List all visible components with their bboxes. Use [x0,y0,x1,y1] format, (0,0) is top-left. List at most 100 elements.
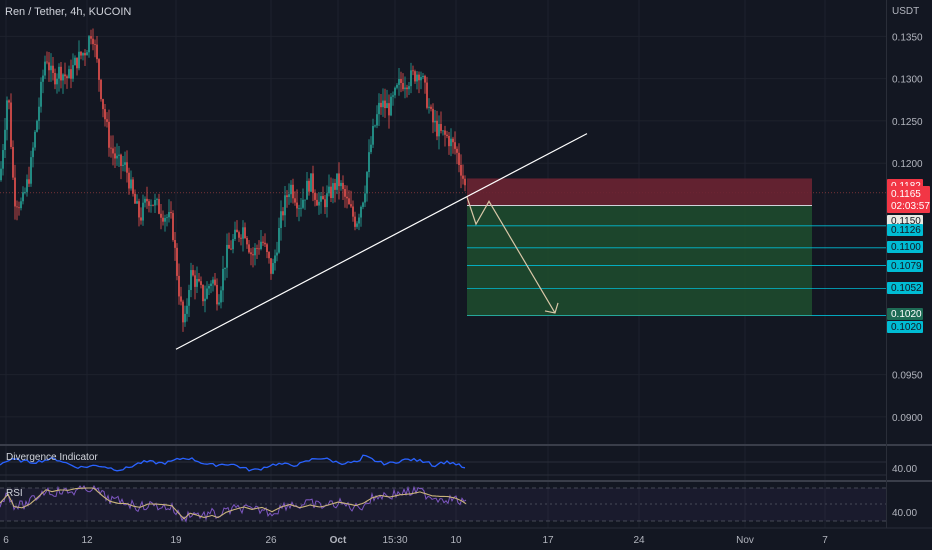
candle [344,189,346,197]
price-label-badge[interactable] [887,308,923,320]
candle [128,172,130,189]
time-tick-label: 15:30 [382,535,407,546]
candle [350,204,352,207]
projection-path[interactable] [466,196,556,314]
stop-loss-zone[interactable] [467,178,812,206]
candle [100,79,102,100]
price-label-badge[interactable] [887,241,923,253]
time-axis[interactable]: 6 12 19 26 Oct 15:30 10 17 24 Nov 7 [0,527,932,546]
candle [286,195,288,198]
candle [126,162,128,173]
divergence-line [0,454,466,472]
candle [306,180,308,200]
candle [270,258,272,274]
currency-label: USDT [892,6,919,17]
candle [418,74,420,81]
candle [62,74,64,81]
candle [432,108,434,123]
candle [456,148,458,153]
candle [338,173,340,187]
candle [464,178,466,186]
candle [58,66,60,79]
candle [10,102,12,148]
candle [220,290,222,303]
price-label-badge[interactable] [887,224,923,236]
countdown-text: 02:03:57 [891,201,930,212]
candle [124,162,126,165]
price-label-badge[interactable] [887,282,923,294]
time-tick-label: 6 [3,535,9,546]
candle [190,270,192,291]
candle [424,75,426,83]
candle [238,232,240,238]
candle [382,100,384,108]
candle [232,239,234,250]
candle [48,62,50,71]
rsi-band [0,488,886,521]
drawings[interactable] [175,133,588,350]
rsi-ma-line [0,487,467,520]
candle [326,193,328,208]
candle [288,194,290,198]
candle [204,298,206,302]
candle [362,202,364,207]
candle [166,217,168,219]
candle [368,152,370,173]
candle [318,201,320,206]
price-label-text: 0.1100 [891,242,921,253]
candle [302,199,304,208]
price-label-badge[interactable] [887,260,923,272]
candle [12,147,14,178]
trendline[interactable] [175,133,588,350]
candle [90,36,92,39]
candle [102,99,104,110]
candle [8,100,10,103]
indicator-value: 40.00 [892,508,917,519]
candle [290,184,292,195]
candle [176,247,178,276]
candle [276,252,278,256]
take-profit-zone[interactable] [467,205,812,316]
candle [208,286,210,289]
candle [428,106,430,108]
candle [268,252,270,259]
time-tick-label: 10 [450,535,462,546]
price-axis[interactable]: 0.1350 0.1300 0.1250 0.1200 0.0950 0.0900 40.0… [887,32,930,519]
candle [74,57,76,66]
price-tick-label: 0.0900 [892,413,923,424]
candle [314,192,316,200]
price-label-badge[interactable] [887,321,923,333]
candle [322,196,324,200]
last-price-badge[interactable] [887,186,930,213]
candle [360,206,362,218]
price-tick-label: 0.1350 [892,32,923,43]
price-tick-label: 0.1200 [892,159,923,170]
time-tick-label: 19 [170,535,182,546]
candle [430,106,432,109]
candle [66,76,68,79]
candle [230,248,232,250]
candle [374,125,376,127]
candle [14,177,16,207]
candle [164,217,166,222]
candle [372,125,374,145]
candle [50,65,52,71]
candle [310,173,312,192]
candle [104,109,106,120]
candle [402,82,404,90]
candle [312,173,314,193]
candle [44,61,46,76]
candle [114,153,116,159]
candle [426,82,428,108]
candle [68,69,70,79]
candle [16,206,18,208]
candle [106,119,108,122]
candle [70,69,72,79]
candle [450,138,452,147]
candle [358,217,360,224]
candle [186,305,188,314]
candle [36,120,38,132]
candle [452,138,454,143]
candle [132,179,134,194]
